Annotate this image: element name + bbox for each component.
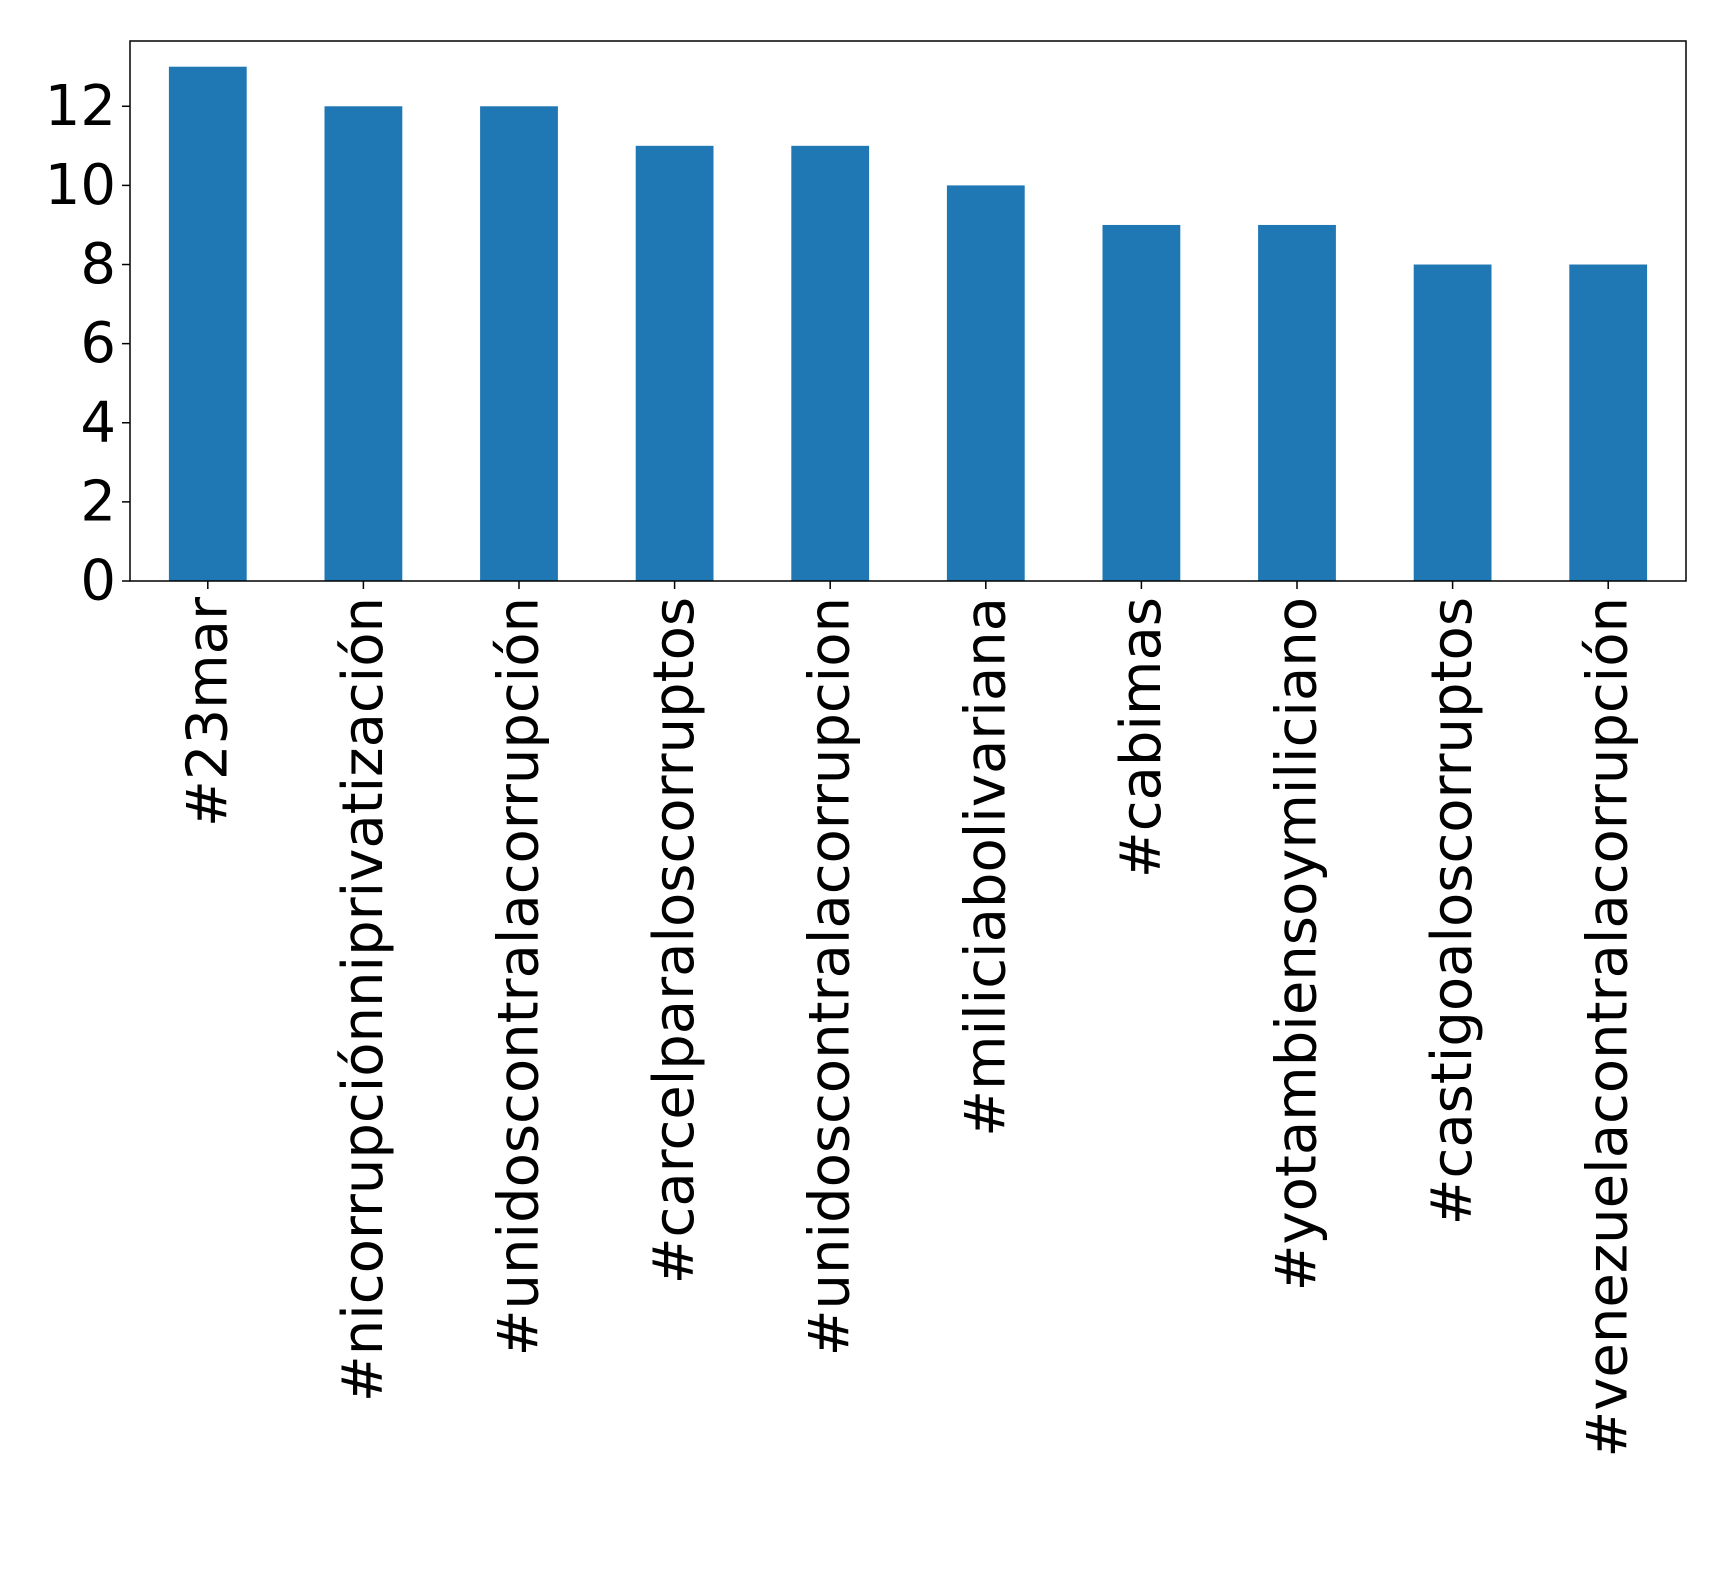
y-tick-label: 10 [45, 153, 116, 218]
x-tick-label: #23mar [175, 596, 240, 827]
x-tick-label: #miliciabolivariana [953, 597, 1018, 1137]
bar [480, 106, 558, 581]
y-tick-label: 8 [80, 232, 116, 297]
x-tick-label: #carcelparaloscorruptos [642, 597, 707, 1284]
bar [947, 185, 1025, 581]
bar [1103, 225, 1181, 581]
bar [1258, 225, 1336, 581]
x-tick-label: #yotambiensoymiliciano [1265, 597, 1330, 1291]
bar [169, 67, 247, 581]
x-tick-label: #nicorrupciónniprivatización [331, 597, 396, 1402]
x-tick-label: #venezuelacontralacorrupción [1576, 597, 1641, 1458]
y-tick-label: 0 [80, 549, 116, 614]
bar [325, 106, 403, 581]
y-tick-label: 4 [80, 390, 116, 455]
bar [1414, 265, 1492, 581]
y-tick-label: 12 [45, 74, 116, 139]
bar [636, 146, 714, 581]
y-tick-label: 6 [80, 311, 116, 376]
x-tick-label: #unidoscontralacorrupción [487, 597, 552, 1356]
bar [791, 146, 869, 581]
x-tick-label: #unidoscontralacorrupcion [798, 597, 863, 1356]
x-tick-label: #cabimas [1109, 597, 1174, 878]
bar [1569, 265, 1647, 581]
x-tick-label: #castigoaloscorruptos [1420, 597, 1485, 1225]
y-tick-label: 2 [80, 469, 116, 534]
